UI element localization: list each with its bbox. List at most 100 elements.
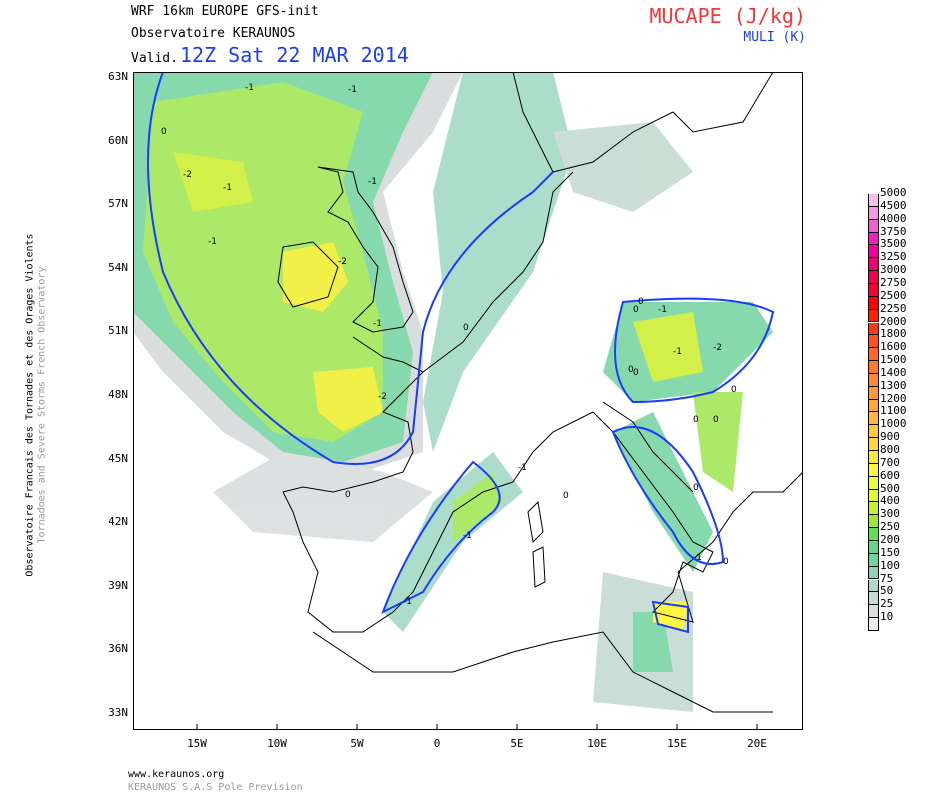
org-title: Observatoire KERAUNOS	[131, 26, 296, 41]
contour-label: 0	[161, 127, 167, 137]
colorbar-swatch	[868, 592, 879, 606]
colorbar-label: 400	[880, 494, 900, 508]
colorbar-swatch	[868, 438, 879, 451]
lon-label: 0	[433, 737, 441, 750]
colorbar-label: 4000	[880, 211, 907, 225]
colorbar-label: 900	[880, 430, 900, 444]
colorbar-label: 2500	[880, 288, 907, 302]
lat-label: 60N	[108, 133, 128, 147]
lat-label: 63N	[108, 70, 128, 83]
contour-label: -1	[673, 347, 682, 357]
colorbar-swatch	[868, 515, 879, 529]
colorbar-label: 1500	[880, 353, 907, 367]
colorbar-label: 1400	[880, 365, 907, 379]
colorbar-label: 700	[880, 455, 900, 469]
colorbar-swatch	[868, 425, 879, 439]
lon-label: 15E	[667, 737, 687, 750]
lat-label: 57N	[108, 197, 128, 211]
side-text-fr: Observatoire Francais des Tornades et de…	[24, 233, 36, 577]
contour-label: -1	[373, 319, 382, 329]
colorbar-swatch	[868, 618, 879, 631]
lat-label: 39N	[108, 578, 128, 592]
contour-label: -1	[518, 463, 527, 473]
contour-label: 0	[713, 415, 719, 425]
contour-label: 0	[731, 385, 737, 395]
colorbar-swatch	[868, 335, 879, 349]
coastlines	[277, 72, 803, 713]
colorbar-swatch	[868, 553, 879, 567]
lat-label: 42N	[108, 515, 128, 529]
colorbar-swatch	[868, 296, 879, 310]
contour-label: 0	[693, 483, 699, 493]
colorbar-label: 3250	[880, 250, 907, 264]
colorbar-label: 150	[880, 545, 900, 559]
contour-label: -1	[208, 237, 217, 247]
colorbar-swatch	[868, 528, 879, 541]
colorbar-swatch	[868, 361, 879, 374]
colorbar-label: 250	[880, 520, 900, 534]
lat-label: 45N	[108, 451, 128, 465]
colorbar-swatch	[868, 283, 879, 297]
colorbar-swatch	[868, 579, 879, 593]
colorbar-label: 1000	[880, 417, 907, 431]
valid-time: 12Z Sat 22 MAR 2014	[180, 43, 409, 67]
colorbar-swatch	[868, 463, 879, 477]
colorbar-swatch	[868, 540, 879, 554]
valid-label: Valid.	[131, 51, 178, 66]
contour-label: -1	[223, 183, 232, 193]
contour-label: -2	[378, 392, 387, 402]
side-text-en: Tornadoes and Severe Storms French Obser…	[36, 266, 48, 544]
colorbar-label: 1100	[880, 404, 907, 418]
lat-label: 48N	[108, 388, 128, 401]
contour-label: -1	[348, 85, 357, 95]
colorbar-label: 50	[880, 584, 894, 598]
colorbar-label: 3750	[880, 224, 907, 238]
colorbar-label: 2000	[880, 314, 907, 328]
colorbar-label: 1800	[880, 327, 907, 341]
colorbar-label: 10	[880, 610, 894, 624]
colorbar-swatch	[868, 373, 879, 387]
contour-label: 0	[693, 415, 699, 425]
colorbar-label: 25	[880, 597, 894, 611]
colorbar-label: 1600	[880, 340, 907, 354]
colorbar-label: 100	[880, 558, 900, 572]
field-subtitle: MULI (K)	[743, 30, 806, 45]
footer-url: www.keraunos.org	[128, 769, 225, 780]
contour-label: 0	[723, 557, 729, 567]
colorbar-swatch	[868, 245, 879, 259]
colorbar-label: 600	[880, 468, 900, 482]
lon-label: 10E	[587, 737, 607, 750]
contour-label: -2	[183, 170, 192, 180]
contour-label: 0	[463, 323, 469, 333]
contour-label: -1	[658, 305, 667, 315]
lat-label: 36N	[108, 642, 128, 656]
colorbar-swatch	[868, 489, 879, 503]
lon-label: 10W	[267, 737, 287, 750]
contour-label: -1	[245, 83, 254, 93]
contour-label: -2	[713, 343, 722, 353]
colorbar-swatch	[868, 566, 879, 580]
colorbar-label: 500	[880, 481, 900, 495]
lat-label: 51N	[108, 324, 128, 338]
colorbar-label: 2750	[880, 275, 907, 289]
colorbar-label: 1200	[880, 391, 907, 405]
lon-label: 5W	[350, 737, 364, 750]
colorbar-label: 2250	[880, 301, 907, 315]
colorbar-swatch	[868, 309, 879, 323]
field-title: MUCAPE (J/kg)	[649, 4, 806, 28]
colorbar-swatch	[868, 502, 879, 516]
colorbar-label: 4500	[880, 198, 907, 212]
colorbar-label: 800	[880, 443, 900, 456]
colorbar-swatch	[868, 219, 879, 233]
mucape-map: -1 -10-2-1-1-1-2-1 00 -1-1 -2000-1-20-1-1000…	[133, 72, 803, 730]
colorbar-label: 75	[880, 571, 894, 585]
colorbar-label: 5000	[880, 186, 907, 199]
colorbar-swatch	[868, 348, 879, 362]
colorbar-swatch	[868, 412, 879, 426]
colorbar-swatch	[868, 386, 879, 400]
contour-label: -1	[403, 597, 412, 607]
contour-label: 0	[638, 297, 644, 307]
contour-label: 0	[628, 365, 634, 375]
lon-label: 20E	[747, 737, 767, 750]
contour-label: -1	[368, 177, 377, 187]
